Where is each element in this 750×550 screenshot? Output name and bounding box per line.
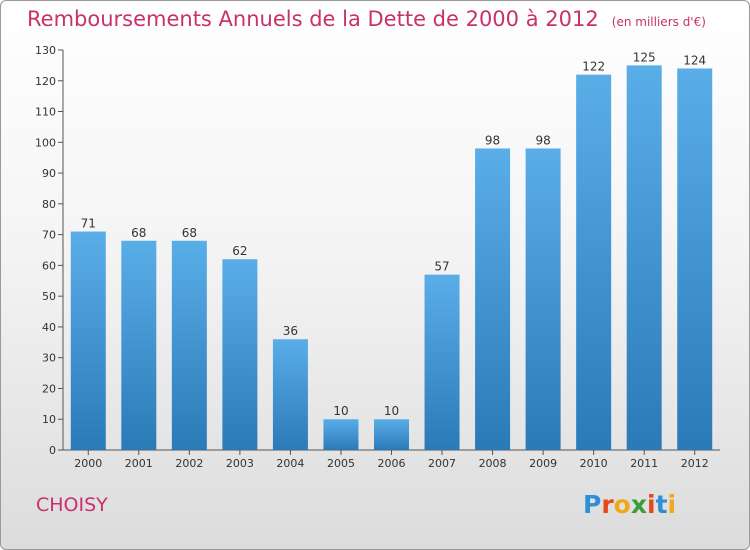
bar [323, 419, 359, 450]
commune-name: CHOISY [36, 494, 108, 516]
y-tick-label: 100 [35, 136, 56, 149]
x-tick-label: 2010 [580, 457, 608, 470]
x-tick-label: 2000 [74, 457, 102, 470]
y-tick-label: 130 [35, 44, 56, 57]
bar [222, 259, 258, 450]
logo-letter: r [601, 490, 614, 519]
x-tick-label: 2001 [125, 457, 153, 470]
bar-value-label: 98 [535, 133, 550, 147]
bar-value-label: 10 [384, 404, 399, 418]
chart-subtitle: (en milliers d'€) [611, 15, 706, 29]
y-tick-label: 120 [35, 75, 56, 88]
bar [576, 74, 612, 450]
bar [171, 240, 207, 450]
x-tick-label: 2008 [479, 457, 507, 470]
bar-value-label: 98 [485, 133, 500, 147]
bar-value-label: 62 [232, 244, 247, 258]
x-tick-label: 2007 [428, 457, 456, 470]
bar [525, 148, 561, 450]
bar-value-label: 71 [81, 217, 96, 231]
x-tick-label: 2003 [226, 457, 254, 470]
bars [70, 65, 713, 450]
x-tick-label: 2012 [681, 457, 709, 470]
y-tick-label: 110 [35, 106, 56, 119]
logo-letter: x [630, 490, 647, 519]
value-labels: 71 68 68 62 36 10 10 57 98 98 122 125 124 [81, 50, 707, 418]
axes: 0 10 20 30 40 50 60 70 80 90 100 110 120 130 2000 2001 2… [35, 44, 720, 470]
x-tick-label: 2002 [175, 457, 203, 470]
bar [121, 240, 157, 450]
bar-value-label: 57 [434, 260, 449, 274]
y-tick-label: 70 [42, 229, 56, 242]
x-tick-label: 2009 [529, 457, 557, 470]
y-tick-label: 30 [42, 352, 56, 365]
y-tick-label: 60 [42, 259, 56, 272]
logo-letter: i [667, 490, 677, 519]
y-tick-label: 0 [49, 444, 56, 457]
logo-letter: i [647, 490, 656, 519]
chart-title: Remboursements Annuels de la Dette de 20… [27, 7, 599, 31]
bar-value-label: 68 [182, 226, 197, 240]
bar [677, 68, 713, 450]
x-tick-label: 2006 [378, 457, 406, 470]
bar-value-label: 68 [131, 226, 146, 240]
bar-value-label: 124 [683, 53, 706, 67]
proxiti-logo[interactable]: Proxiti [583, 490, 676, 519]
y-tick-label: 50 [42, 290, 56, 303]
y-tick-label: 10 [42, 413, 56, 426]
x-tick-label: 2011 [630, 457, 658, 470]
y-tick-label: 80 [42, 198, 56, 211]
bar [70, 231, 106, 450]
bar [272, 339, 308, 450]
y-tick-label: 40 [42, 321, 56, 334]
bar-value-label: 10 [333, 404, 348, 418]
logo-letter: o [613, 490, 631, 519]
x-tick-label: 2004 [276, 457, 304, 470]
logo-letter: P [583, 490, 602, 519]
bar [626, 65, 662, 450]
title-row: Remboursements Annuels de la Dette de 20… [27, 7, 706, 31]
bar-value-label: 125 [633, 50, 656, 64]
bar-value-label: 36 [283, 324, 298, 338]
bar [374, 419, 409, 450]
y-tick-label: 90 [42, 167, 56, 180]
x-tick-label: 2005 [327, 457, 355, 470]
bar [424, 274, 460, 450]
y-tick-label: 20 [42, 382, 56, 395]
logo-letter: t [655, 490, 668, 519]
bar [475, 148, 511, 450]
bar-value-label: 122 [582, 60, 605, 74]
